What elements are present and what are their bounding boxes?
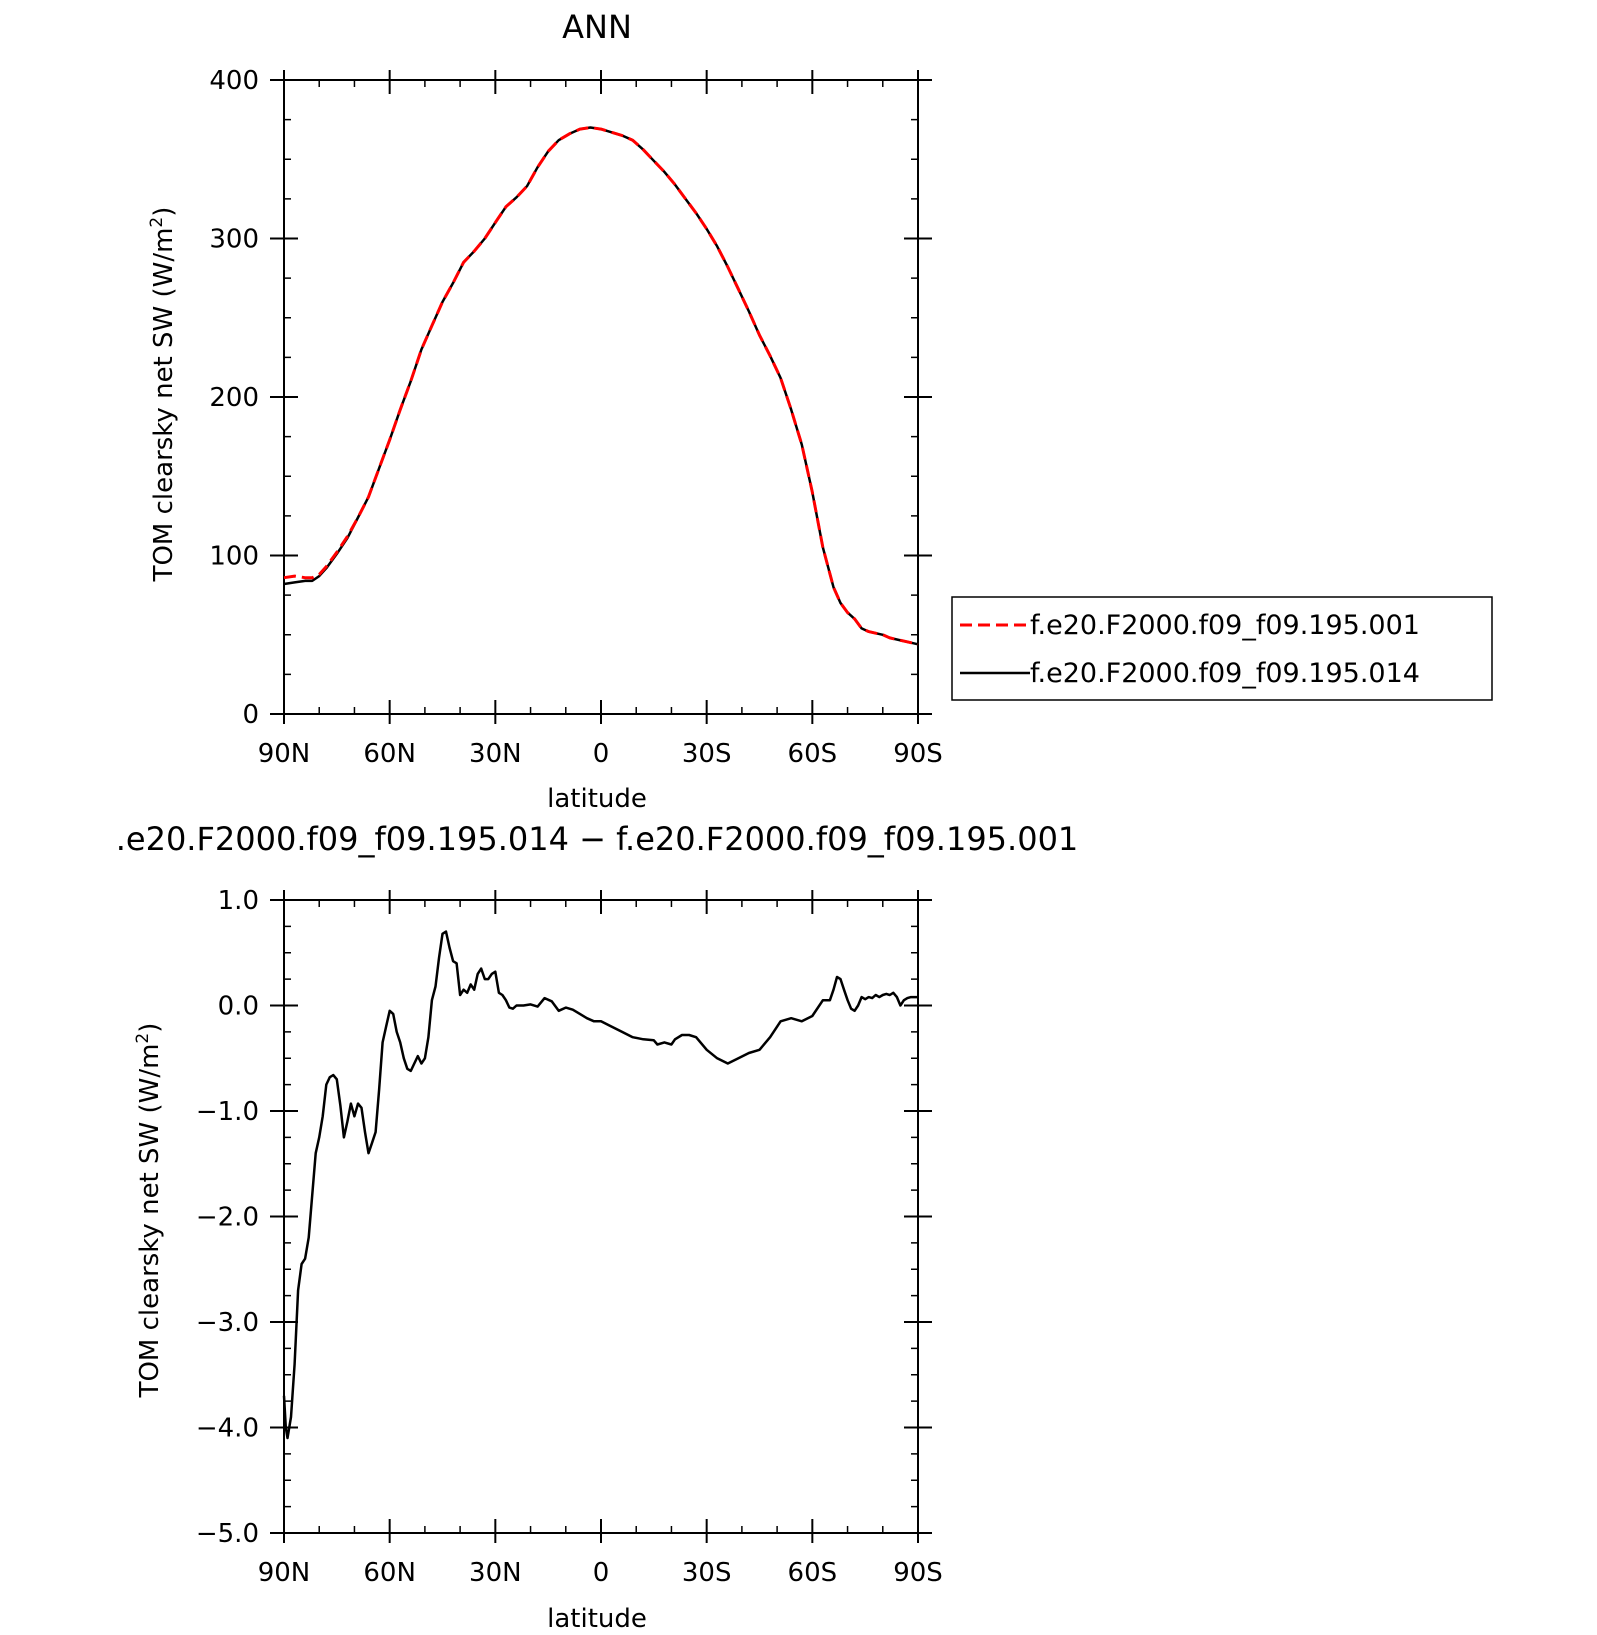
top-x-axis-label: latitude: [547, 784, 647, 814]
bottom-y-axis-label-sup: 2: [133, 1033, 153, 1044]
x-tick-label: 0: [593, 739, 610, 769]
bottom-series: [282, 930, 918, 1440]
x-tick-label: 90N: [258, 1558, 311, 1588]
top-series: [283, 126, 919, 646]
series-line-1: [283, 126, 919, 646]
y-tick-label: 0.0: [218, 992, 259, 1022]
legend-frame: [951, 596, 1493, 701]
y-tick-label: 200: [209, 383, 259, 413]
top-y-axis-label-end: ): [149, 207, 179, 217]
x-tick-label: 90S: [893, 1558, 943, 1588]
x-tick-label: 60S: [788, 1558, 838, 1588]
y-tick-label: 400: [209, 66, 259, 96]
x-tick-label: 60N: [363, 739, 416, 769]
x-tick-label: 30N: [469, 1558, 522, 1588]
x-tick-label: 60N: [363, 1558, 416, 1588]
plot-frame: [283, 899, 919, 1534]
bottom-y-axis-label-main: TOM clearsky net SW (W/m: [135, 1044, 165, 1399]
top-y-axis-label-sup: 2: [147, 217, 167, 228]
x-tick-label: 90N: [258, 739, 311, 769]
top-y-axis-label: TOM clearsky net SW (W/m2): [147, 207, 179, 583]
bottom-axes: 90N 60N 30N 0 30S 60S 90S −5.0 −4.0 −3.0 −2.0 −1.0 0…: [196, 886, 943, 1588]
y-tick-label: −5.0: [196, 1519, 259, 1549]
bottom-x-axis-label: latitude: [547, 1604, 647, 1634]
y-tick-label: −1.0: [196, 1097, 259, 1127]
top-panel: ANN 90N 60N 30N 0 30S 60S 90S 0 100 200 300 400 lat…: [147, 8, 1493, 814]
top-axes: 90N 60N 30N 0 30S 60S 90S 0 100 200 300 400: [209, 66, 942, 769]
bottom-y-axis-label-end: ): [135, 1023, 165, 1033]
x-tick-label: 60S: [788, 739, 838, 769]
x-tick-label: 90S: [893, 739, 943, 769]
y-tick-label: −3.0: [196, 1308, 259, 1338]
x-tick-label: 30S: [682, 739, 732, 769]
bottom-chart-title: .e20.F2000.f09_f09.195.014 − f.e20.F2000…: [116, 820, 1079, 858]
x-tick-label: 0: [593, 1558, 610, 1588]
y-tick-label: 300: [209, 225, 259, 255]
y-tick-label: 1.0: [218, 886, 259, 916]
legend: f.e20.F2000.f09_f09.195.001 f.e20.F2000.…: [951, 596, 1493, 701]
bottom-y-axis-label: TOM clearsky net SW (W/m2): [133, 1023, 165, 1399]
y-tick-label: −2.0: [196, 1203, 259, 1233]
y-tick-label: −4.0: [196, 1414, 259, 1444]
y-tick-label: 100: [209, 542, 259, 572]
plot-frame: [283, 79, 919, 715]
x-tick-label: 30N: [469, 739, 522, 769]
legend-label-series-1: f.e20.F2000.f09_f09.195.001: [1030, 610, 1420, 641]
x-tick-label: 30S: [682, 1558, 732, 1588]
bottom-panel: .e20.F2000.f09_f09.195.014 − f.e20.F2000…: [116, 820, 1079, 1634]
y-tick-label: 0: [242, 700, 259, 730]
legend-label-series-2: f.e20.F2000.f09_f09.195.014: [1030, 658, 1420, 689]
series-line-1: [282, 930, 918, 1440]
top-y-axis-label-main: TOM clearsky net SW (W/m: [149, 228, 179, 583]
series-line-2: [283, 126, 919, 646]
top-chart-title: ANN: [562, 8, 632, 46]
